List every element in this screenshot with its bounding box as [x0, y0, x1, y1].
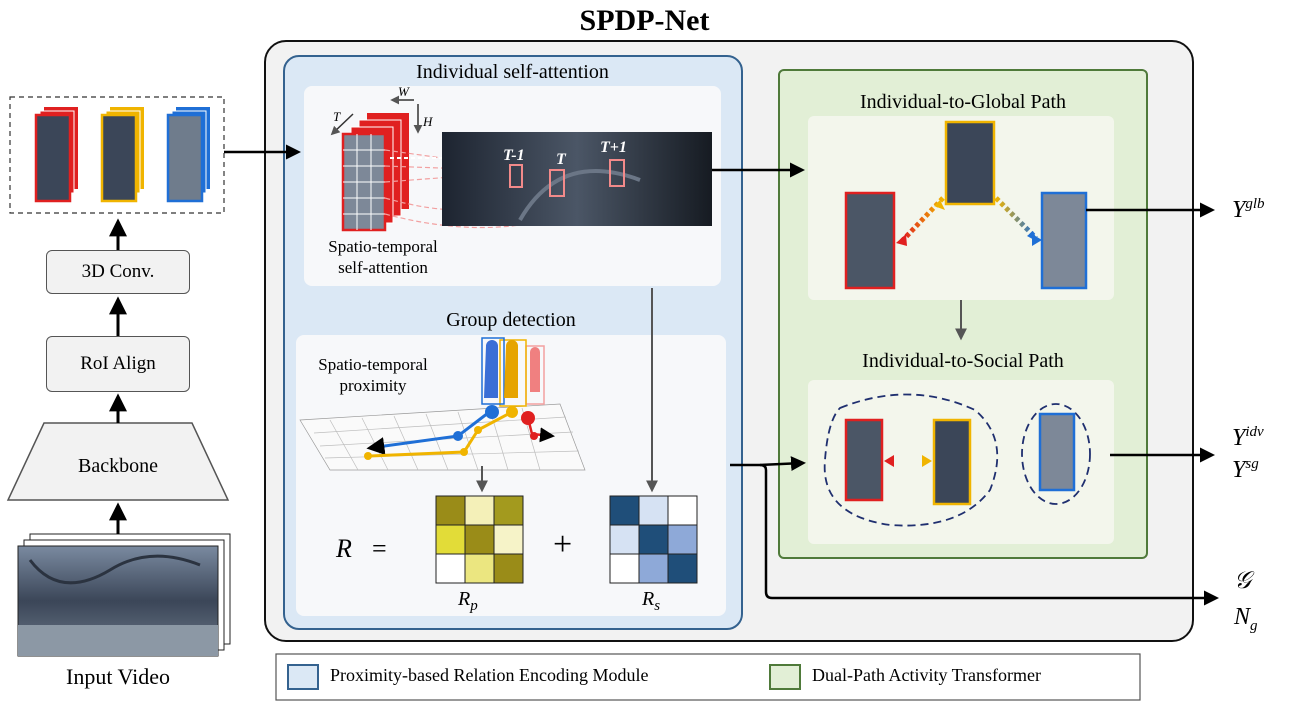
- output-y-glb: Yglb: [1232, 196, 1265, 224]
- rp-matrix-cell: [493, 553, 524, 584]
- trajectories: [364, 405, 555, 460]
- rp-label: Rp: [458, 588, 478, 615]
- tube-blue: [166, 107, 210, 203]
- rs-matrix-cell: [667, 495, 698, 526]
- rp-matrix-cell: [493, 495, 524, 526]
- axis-label-w: W: [398, 84, 410, 99]
- rp-matrix-cell: [493, 524, 524, 555]
- rp-matrix: [435, 495, 524, 584]
- output-y-glb-sup: glb: [1245, 196, 1265, 212]
- tube-red: [34, 107, 78, 203]
- backbone-label: Backbone: [78, 454, 158, 477]
- st-attention-cube: [330, 95, 423, 232]
- legend-swatch-dpat: [769, 664, 801, 690]
- social-path-title: Individual-to-Social Path: [862, 350, 1064, 372]
- output-ng-sub: g: [1250, 617, 1258, 634]
- legend-swatch-prem: [287, 664, 319, 690]
- input-video-stack: [17, 533, 231, 657]
- equation-lhs: R: [336, 534, 352, 563]
- roi-align-box: RoI Align: [46, 336, 190, 392]
- rp-label-sub: p: [470, 598, 478, 614]
- rs-matrix-cell: [609, 495, 640, 526]
- equation-plus: +: [553, 526, 573, 563]
- output-y-idv-sup: idv: [1245, 424, 1264, 440]
- axis-label-t: T: [333, 109, 341, 124]
- global-path-graph: [844, 120, 1088, 290]
- conv3d-box: 3D Conv.: [46, 250, 190, 294]
- output-y-sg-base: Y: [1232, 457, 1246, 483]
- rp-matrix-cell: [464, 524, 495, 555]
- diagram-title: SPDP-Net: [579, 4, 710, 37]
- rs-matrix-cell: [638, 524, 669, 555]
- legend-box: [275, 653, 1141, 701]
- rs-matrix-cell: [638, 553, 669, 584]
- output-y-sg-sup: sg: [1245, 456, 1259, 472]
- roi-align-label: RoI Align: [80, 353, 156, 374]
- output-ng-base: N: [1234, 604, 1251, 630]
- legend-prem-label: Proximity-based Relation Encoding Module: [330, 665, 649, 685]
- social-path-graph: [823, 393, 1091, 527]
- rs-matrix: [609, 495, 698, 584]
- rp-matrix-cell: [435, 524, 466, 555]
- proximity-label: Spatio-temporal proximity: [300, 354, 446, 396]
- roi-tubes-box: [9, 96, 225, 214]
- rp-matrix-cell: [464, 495, 495, 526]
- rs-matrix-cell: [667, 524, 698, 555]
- rs-label: Rs: [642, 588, 660, 615]
- tube-yellow: [100, 107, 144, 203]
- output-y-glb-base: Y: [1232, 197, 1246, 223]
- output-groups: 𝒢: [1234, 566, 1252, 594]
- individual-attention-title: Individual self-attention: [416, 61, 609, 83]
- rs-matrix-cell: [638, 495, 669, 526]
- proximity-label-line2: proximity: [339, 376, 407, 395]
- frame-label-t: T: [556, 151, 567, 168]
- conv3d-label: 3D Conv.: [81, 261, 155, 282]
- backbone-shape: [6, 422, 230, 501]
- st-attention-label-line2: self-attention: [338, 258, 428, 277]
- rs-matrix-cell: [609, 524, 640, 555]
- rs-label-sub: s: [654, 598, 661, 614]
- video-strip: [442, 132, 712, 226]
- rs-matrix-cell: [667, 553, 698, 584]
- st-attention-label: Spatio-temporal self-attention: [308, 236, 458, 278]
- frame-label-tm1: T-1: [503, 147, 525, 164]
- output-y-sg: Ysg: [1232, 456, 1259, 484]
- people-silhouettes: [481, 337, 545, 407]
- rp-matrix-cell: [435, 495, 466, 526]
- global-path-title: Individual-to-Global Path: [859, 91, 1067, 113]
- group-detection-title: Group detection: [446, 309, 576, 331]
- rs-label-base: R: [642, 588, 655, 610]
- equation-equals: =: [372, 534, 387, 563]
- input-video-label: Input Video: [66, 664, 170, 689]
- legend-dpat-label: Dual-Path Activity Transformer: [812, 665, 1041, 685]
- output-ng: Ng: [1234, 604, 1258, 635]
- output-y-idv-base: Y: [1232, 425, 1246, 451]
- rs-matrix-cell: [609, 553, 640, 584]
- rp-matrix-cell: [464, 553, 495, 584]
- output-y-idv: Yidv: [1232, 424, 1264, 452]
- frame-label-tp1: T+1: [600, 139, 627, 156]
- rp-matrix-cell: [435, 553, 466, 584]
- rp-label-base: R: [458, 588, 471, 610]
- axis-label-h: H: [422, 114, 433, 129]
- st-attention-label-line1: Spatio-temporal: [328, 237, 438, 256]
- proximity-label-line1: Spatio-temporal: [318, 355, 428, 374]
